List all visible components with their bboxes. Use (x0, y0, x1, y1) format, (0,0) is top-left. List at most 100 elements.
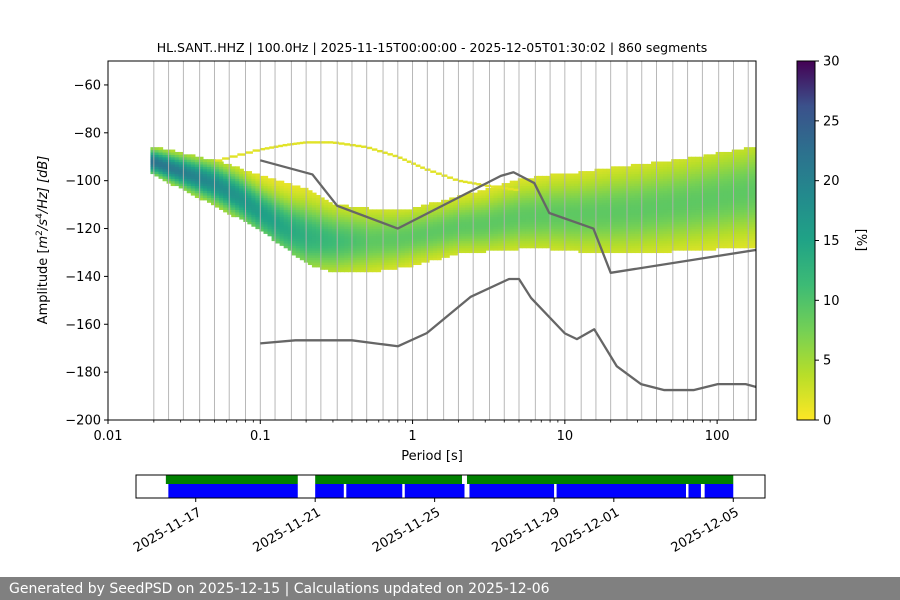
psd-density-cell (315, 238, 321, 242)
psd-density-cell (630, 238, 636, 242)
psd-density-cell (311, 247, 317, 251)
psd-density-cell (719, 173, 725, 177)
psd-density-cell (574, 178, 579, 182)
psd-branch-cell (315, 141, 320, 144)
psd-density-cell (739, 173, 745, 177)
psd-density-cell (485, 192, 491, 196)
psd-density-cell (299, 240, 305, 244)
psd-density-cell (675, 171, 680, 175)
psd-density-cell (311, 259, 317, 263)
psd-density-cell (719, 168, 725, 172)
psd-density-cell (651, 190, 656, 194)
psd-density-cell (307, 209, 313, 213)
psd-density-cell (546, 235, 551, 239)
psd-density-cell (743, 173, 749, 177)
psd-density-cell (420, 218, 426, 222)
psd-density-cell (614, 173, 620, 177)
psd-density-cell (215, 171, 220, 175)
psd-density-cell (679, 240, 684, 244)
psd-density-cell (707, 197, 713, 201)
psd-density-cell (651, 242, 656, 246)
psd-density-cell (747, 173, 753, 177)
psd-density-cell (170, 180, 176, 184)
psd-density-cell (731, 154, 737, 158)
psd-density-cell (525, 216, 531, 220)
psd-density-cell (194, 180, 200, 184)
psd-density-cell (642, 238, 648, 242)
psd-density-cell (473, 204, 479, 208)
psd-density-cell (687, 185, 693, 189)
psd-density-cell (667, 190, 672, 194)
psd-density-cell (513, 218, 519, 222)
psd-density-cell (376, 230, 382, 234)
psd-density-cell (618, 223, 624, 227)
psd-density-cell (638, 166, 644, 170)
psd-density-cell (287, 199, 293, 203)
psd-density-cell (743, 233, 749, 237)
psd-density-cell (691, 228, 697, 232)
psd-density-cell (162, 175, 168, 179)
psd-density-cell (404, 230, 410, 234)
psd-density-cell (679, 195, 684, 199)
psd-density-cell (630, 168, 636, 172)
psd-density-cell (731, 161, 737, 165)
psd-density-cell (642, 183, 648, 187)
psd-density-cell (550, 223, 555, 227)
psd-density-cell (215, 180, 220, 184)
psd-density-cell (429, 204, 434, 208)
psd-density-cell (352, 266, 357, 270)
psd-density-cell (473, 209, 479, 213)
psd-density-cell (521, 223, 527, 227)
psd-density-cell (315, 221, 321, 225)
psd-density-cell (449, 218, 454, 222)
psd-density-cell (574, 226, 579, 230)
psd-density-cell (388, 262, 394, 266)
psd-density-cell (671, 211, 676, 215)
psd-density-cell (307, 221, 313, 225)
psd-density-cell (614, 192, 620, 196)
psd-density-cell (663, 173, 668, 177)
psd-density-cell (659, 250, 664, 254)
psd-density-cell (267, 202, 273, 206)
psd-density-cell (162, 159, 168, 163)
psd-density-cell (570, 190, 575, 194)
psd-density-cell (489, 199, 495, 203)
psd-density-cell (634, 226, 640, 230)
psd-density-cell (655, 228, 660, 232)
psd-density-cell (283, 235, 289, 239)
psd-density-cell (655, 183, 660, 187)
psd-density-cell (513, 180, 519, 184)
psd-branch-cell (371, 148, 378, 151)
psd-density-cell (360, 247, 366, 251)
psd-density-cell (747, 202, 753, 206)
psd-density-cell (671, 240, 676, 244)
psd-density-cell (663, 209, 668, 213)
psd-density-cell (307, 235, 313, 239)
psd-density-cell (723, 228, 729, 232)
psd-density-cell (707, 202, 713, 206)
psd-density-cell (707, 175, 713, 179)
psd-density-cell (231, 204, 236, 208)
psd-density-cell (546, 238, 551, 242)
psd-density-cell (154, 168, 160, 172)
psd-density-cell (558, 204, 563, 208)
psd-density-cell (707, 204, 713, 208)
psd-density-cell (493, 240, 499, 244)
psd-density-cell (525, 223, 531, 227)
psd-density-cell (719, 163, 725, 167)
psd-density-cell (517, 197, 523, 201)
psd-density-cell (683, 247, 688, 251)
psd-density-cell (267, 187, 273, 191)
psd-density-cell (719, 226, 725, 230)
psd-density-cell (622, 226, 628, 230)
psd-density-cell (433, 211, 438, 215)
psd-density-cell (178, 173, 184, 177)
psd-density-cell (582, 228, 588, 232)
psd-density-cell (461, 238, 466, 242)
psd-density-cell (416, 209, 422, 213)
psd-branch-cell (377, 149, 383, 153)
psd-density-cell (485, 197, 491, 201)
psd-density-cell (469, 238, 475, 242)
psd-density-cell (392, 259, 398, 263)
psd-density-cell (602, 171, 608, 175)
